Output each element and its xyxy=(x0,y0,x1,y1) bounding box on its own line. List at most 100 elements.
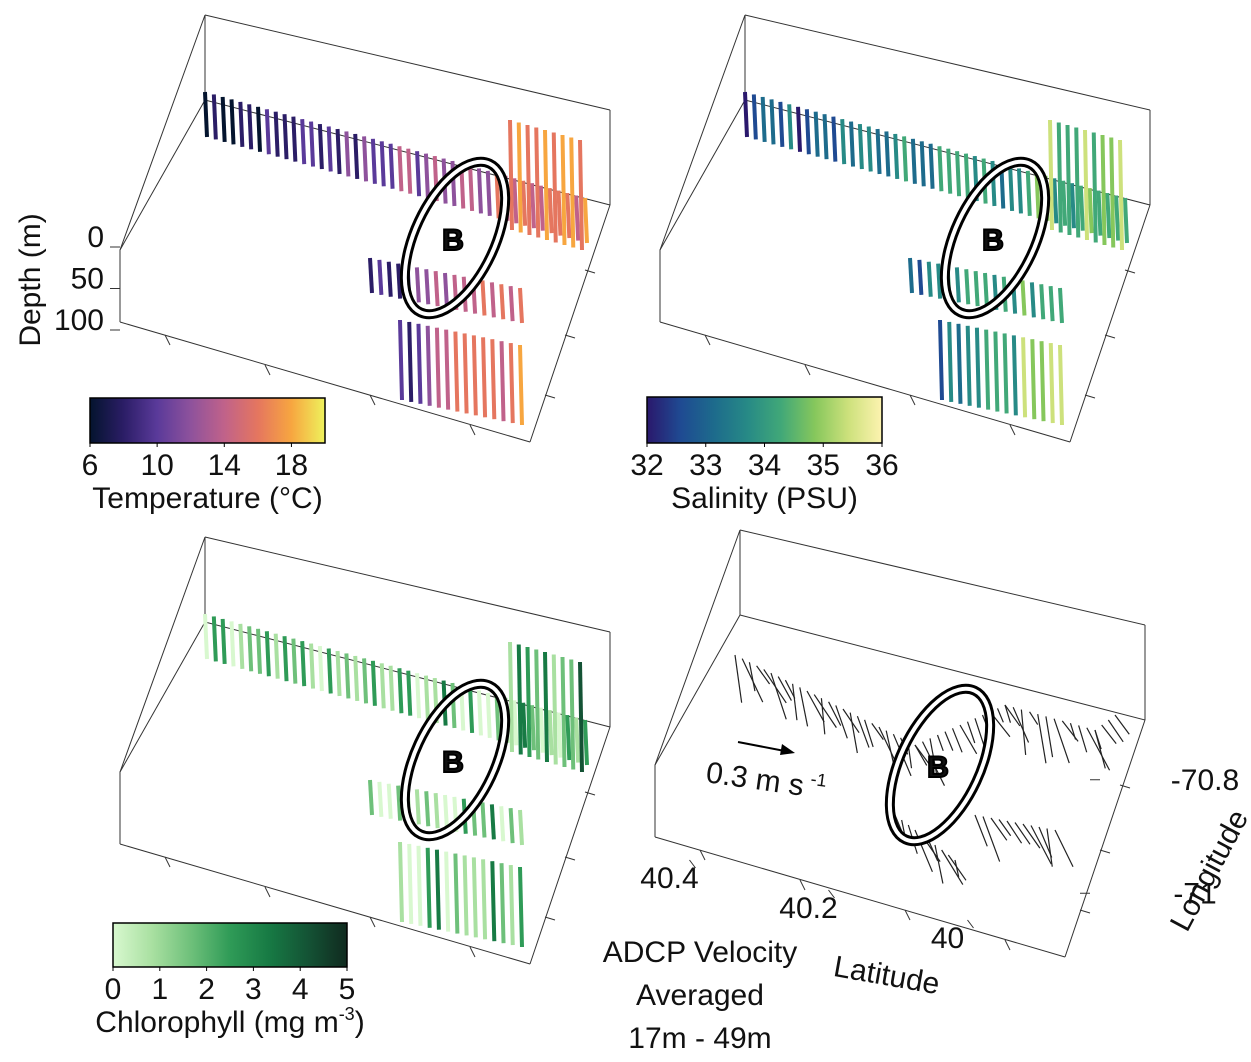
track-stripe xyxy=(423,153,430,199)
track-stripe xyxy=(569,659,576,770)
track-stripe xyxy=(538,185,545,231)
track-stripe xyxy=(468,687,475,734)
track-stripe xyxy=(538,707,545,753)
track-stripe xyxy=(893,133,900,179)
track-stripe xyxy=(416,845,423,926)
scale-label: 0.3 m s -1 xyxy=(704,754,828,805)
track-stripe xyxy=(1083,129,1089,241)
track-stripe xyxy=(1056,122,1063,233)
box-tick xyxy=(1124,269,1136,274)
box-edge xyxy=(204,536,611,633)
box-tick xyxy=(584,269,596,274)
track-stripe xyxy=(1011,335,1018,416)
track-stripe xyxy=(518,287,524,324)
depth-tick-label: 0 xyxy=(87,221,104,254)
track-stripe xyxy=(525,646,532,758)
velocity-arrow xyxy=(1006,820,1023,844)
track-stripe xyxy=(453,331,460,412)
track-stripe xyxy=(485,170,492,216)
track-stripe xyxy=(565,714,572,761)
track-stripe xyxy=(516,122,523,233)
track-stripe xyxy=(264,109,271,155)
track-stripe xyxy=(398,841,404,923)
velocity-arrow xyxy=(820,698,826,735)
track-stripe xyxy=(499,863,506,944)
box-tick xyxy=(1079,909,1091,914)
latitude-tick xyxy=(689,859,696,869)
velocity-arrow xyxy=(1078,725,1088,753)
track-stripe xyxy=(229,99,236,145)
box-tick xyxy=(1004,939,1011,951)
axis-label: Depth (m) xyxy=(14,213,47,346)
velocity-arrow xyxy=(1030,825,1052,865)
track-stripe xyxy=(1039,284,1046,320)
box-tick xyxy=(1099,849,1111,854)
track-stripe xyxy=(525,124,532,236)
track-stripe xyxy=(489,804,496,840)
box-tick xyxy=(799,879,806,891)
track-stripe xyxy=(415,151,422,197)
track-stripe xyxy=(370,138,377,184)
track-stripe xyxy=(368,779,374,816)
track-stripe xyxy=(414,789,421,825)
colorbar-tick-label: 14 xyxy=(208,449,241,482)
track-stripe xyxy=(335,128,342,175)
velocity-arrow xyxy=(799,687,809,727)
track-stripe xyxy=(489,282,496,318)
track-stripe xyxy=(1074,127,1081,238)
track-stripe xyxy=(543,651,549,763)
colorbar xyxy=(89,397,326,444)
box-tick xyxy=(804,364,811,376)
track-stripe xyxy=(203,613,209,660)
track-stripe xyxy=(1087,188,1094,234)
velocity-arrow xyxy=(1029,711,1039,725)
track-stripe xyxy=(529,183,536,229)
velocity-arrow xyxy=(828,701,842,726)
track-stripe xyxy=(963,153,970,199)
track-stripe xyxy=(423,675,430,721)
track-stripe xyxy=(508,119,514,231)
track-stripe xyxy=(508,641,514,753)
track-stripe xyxy=(1034,173,1041,219)
track-stripe xyxy=(529,705,536,751)
velocity-arrow xyxy=(813,694,837,728)
track-stripe xyxy=(769,99,776,145)
track-stripe xyxy=(480,802,487,838)
track-stripe xyxy=(480,280,487,316)
colorbar-label: Temperature (°C) xyxy=(92,482,322,515)
track-stripe xyxy=(264,631,271,677)
box-tick xyxy=(909,394,916,406)
track-stripe xyxy=(220,618,227,665)
track-stripe xyxy=(309,121,316,167)
track-stripe xyxy=(508,343,515,424)
track-stripe xyxy=(256,106,263,152)
colorbar-tick-label: 33 xyxy=(689,449,722,482)
box-edge xyxy=(739,614,1146,721)
track-stripe xyxy=(415,673,422,719)
velocity-arrow xyxy=(996,708,1004,723)
track-stripe xyxy=(946,148,953,194)
box-edge xyxy=(654,614,741,766)
track-stripe xyxy=(443,272,449,309)
velocity-arrow xyxy=(1012,707,1030,743)
track-stripe xyxy=(1002,333,1009,414)
track-stripe xyxy=(273,633,280,679)
box-tick xyxy=(904,909,911,921)
velocity-arrow xyxy=(929,738,938,775)
track-stripe xyxy=(583,719,589,766)
track-stripe xyxy=(569,137,576,248)
highlight-ring-inner xyxy=(942,159,1048,317)
depth-tick-label: 100 xyxy=(54,304,104,337)
box-edge xyxy=(529,726,611,965)
box-edge xyxy=(119,621,206,773)
latitude-tick-label: 40.2 xyxy=(779,892,837,925)
track-stripe xyxy=(238,101,245,147)
track-stripe xyxy=(508,808,515,844)
track-stripe xyxy=(317,123,324,170)
track-stripe xyxy=(1069,183,1076,229)
velocity-arrow xyxy=(1101,724,1117,744)
plot-box: B xyxy=(119,14,611,443)
track-stripe xyxy=(453,853,460,934)
velocity-arrow xyxy=(1020,709,1027,756)
